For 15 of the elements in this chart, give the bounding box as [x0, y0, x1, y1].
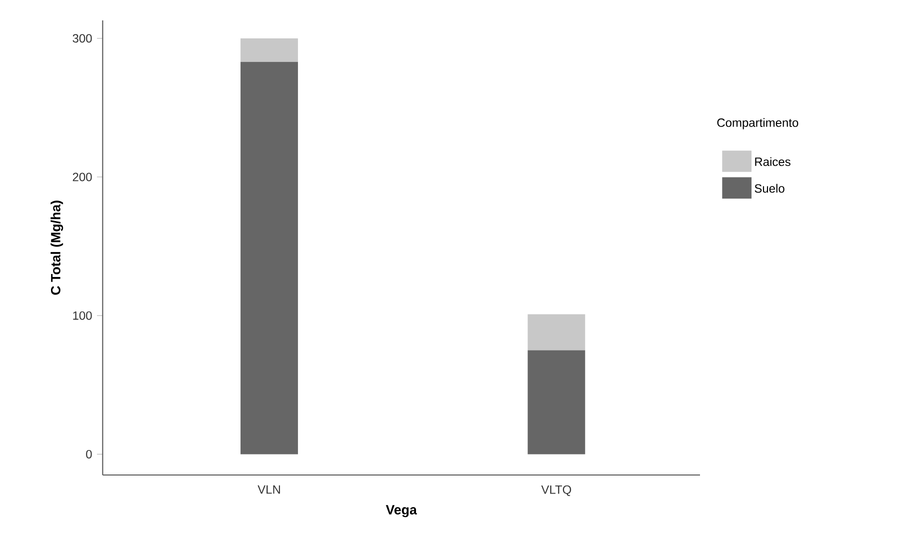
- bar: [528, 314, 586, 350]
- bar: [240, 38, 298, 62]
- y-tick-label: 300: [72, 34, 92, 43]
- bar: [528, 350, 586, 454]
- y-tick-label: 0: [86, 450, 92, 458]
- x-tick-label: VLTQ: [541, 485, 572, 496]
- bar: [240, 62, 298, 454]
- x-axis-title: Vega: [386, 505, 417, 518]
- legend-label: Raices: [755, 157, 790, 166]
- y-axis-title: C Total (Mg/ha): [50, 200, 64, 295]
- y-tick-label: 100: [73, 311, 92, 320]
- y-tick-label: 200: [72, 172, 92, 182]
- legend-title: Compartimento: [717, 118, 798, 130]
- x-tick-label: VLN: [258, 485, 280, 494]
- legend-label: Suelo: [754, 184, 784, 193]
